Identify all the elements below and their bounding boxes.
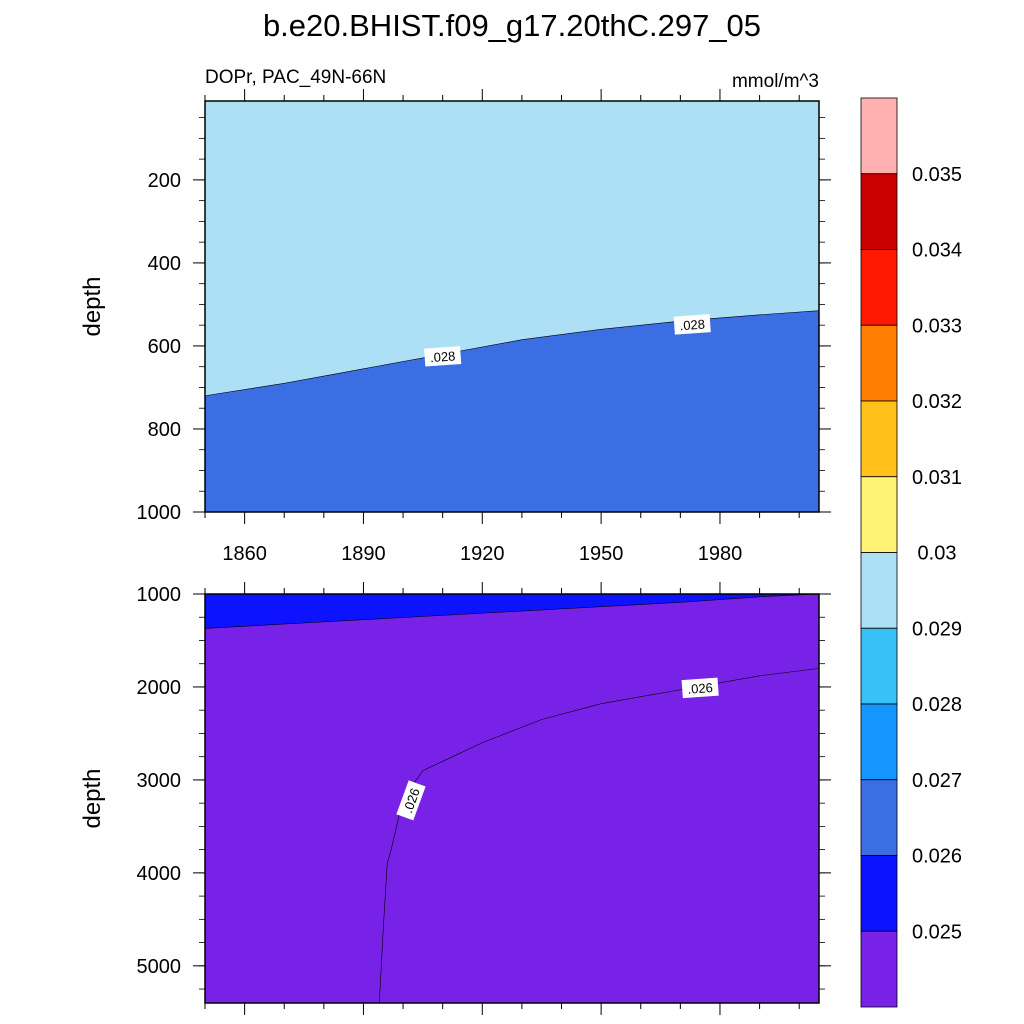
figure-title: b.e20.BHIST.f09_g17.20thC.297_05	[263, 8, 761, 43]
upper-panel: .028 .028 200 400 600 800 1000 depth 1860 1890 192…	[79, 89, 831, 565]
y-tick-label: 1000	[137, 502, 182, 524]
y-tick-label: 600	[148, 336, 181, 358]
colorbar: 0.035 0.034 0.033 0.032 0.031 0.03 0.029 0.028 0…	[860, 97, 962, 1008]
fill-region	[205, 101, 819, 396]
colorbar-label: 0.031	[912, 467, 962, 489]
y-tick-label: 3000	[137, 770, 182, 792]
x-tick-label: 1860	[222, 543, 267, 565]
contour-label: .028	[673, 314, 711, 335]
colorbar-swatch	[860, 779, 898, 856]
contour-label-box	[424, 346, 462, 367]
colorbar-swatch	[860, 249, 898, 326]
colorbar-label: 0.033	[912, 315, 962, 337]
contour-label: .028	[424, 346, 462, 367]
units-label: mmol/m^3	[732, 71, 819, 92]
contour-line	[378, 668, 820, 1004]
y-tick-label: 1000	[137, 584, 182, 606]
colorbar-swatch	[860, 324, 898, 402]
y-axis-label: depth	[79, 276, 106, 336]
contour-label: .026	[681, 677, 719, 699]
colorbar-swatch	[860, 703, 898, 781]
colorbar-swatch	[860, 97, 898, 175]
contour-label-box	[673, 314, 711, 335]
colorbar-swatch	[860, 400, 898, 478]
contour-line	[204, 593, 820, 629]
colorbar-swatch	[860, 855, 898, 932]
y-tick-label: 2000	[137, 677, 182, 699]
colorbar-label: 0.028	[912, 694, 962, 716]
colorbar-swatch	[860, 552, 898, 629]
colorbar-label: 0.032	[912, 391, 962, 413]
y-tick-label: 800	[148, 419, 181, 441]
colorbar-label: 0.035	[912, 164, 962, 186]
x-tick-label: 1950	[579, 543, 624, 565]
contour-label-box	[681, 677, 719, 699]
contour-line	[204, 310, 820, 397]
left-string: DOPr, PAC_49N-66N	[205, 67, 386, 88]
y-axis-label: depth	[79, 768, 106, 828]
plot-frame	[204, 593, 820, 1004]
y-tick-label: 400	[148, 253, 181, 275]
colorbar-label: 0.025	[912, 921, 962, 943]
contour-label-text: .028	[430, 348, 456, 365]
colorbar-swatch	[860, 173, 898, 250]
colorbar-swatch	[860, 930, 898, 1008]
y-tick-label: 200	[148, 170, 181, 192]
contour-label: .026	[396, 780, 426, 821]
x-tick-label: 1980	[698, 543, 743, 565]
colorbar-label: 0.03	[918, 543, 957, 565]
x-tick-label: 1920	[460, 543, 505, 565]
contour-label-text: .026	[687, 680, 713, 697]
plot-frame	[204, 100, 820, 513]
contour-label-text: .028	[679, 316, 705, 333]
colorbar-swatch	[860, 627, 898, 705]
colorbar-label: 0.026	[912, 846, 962, 868]
lower-panel: .026 .026 1000 2000 3000 4000 5000 depth	[79, 582, 831, 1015]
colorbar-swatch	[860, 476, 898, 553]
y-tick-label: 5000	[137, 956, 182, 978]
contour-label-box	[396, 780, 426, 821]
y-tick-label: 4000	[137, 863, 182, 885]
x-tick-label: 1890	[341, 543, 386, 565]
colorbar-label: 0.034	[912, 240, 962, 262]
colorbar-label: 0.029	[912, 618, 962, 640]
colorbar-label: 0.027	[912, 770, 962, 792]
